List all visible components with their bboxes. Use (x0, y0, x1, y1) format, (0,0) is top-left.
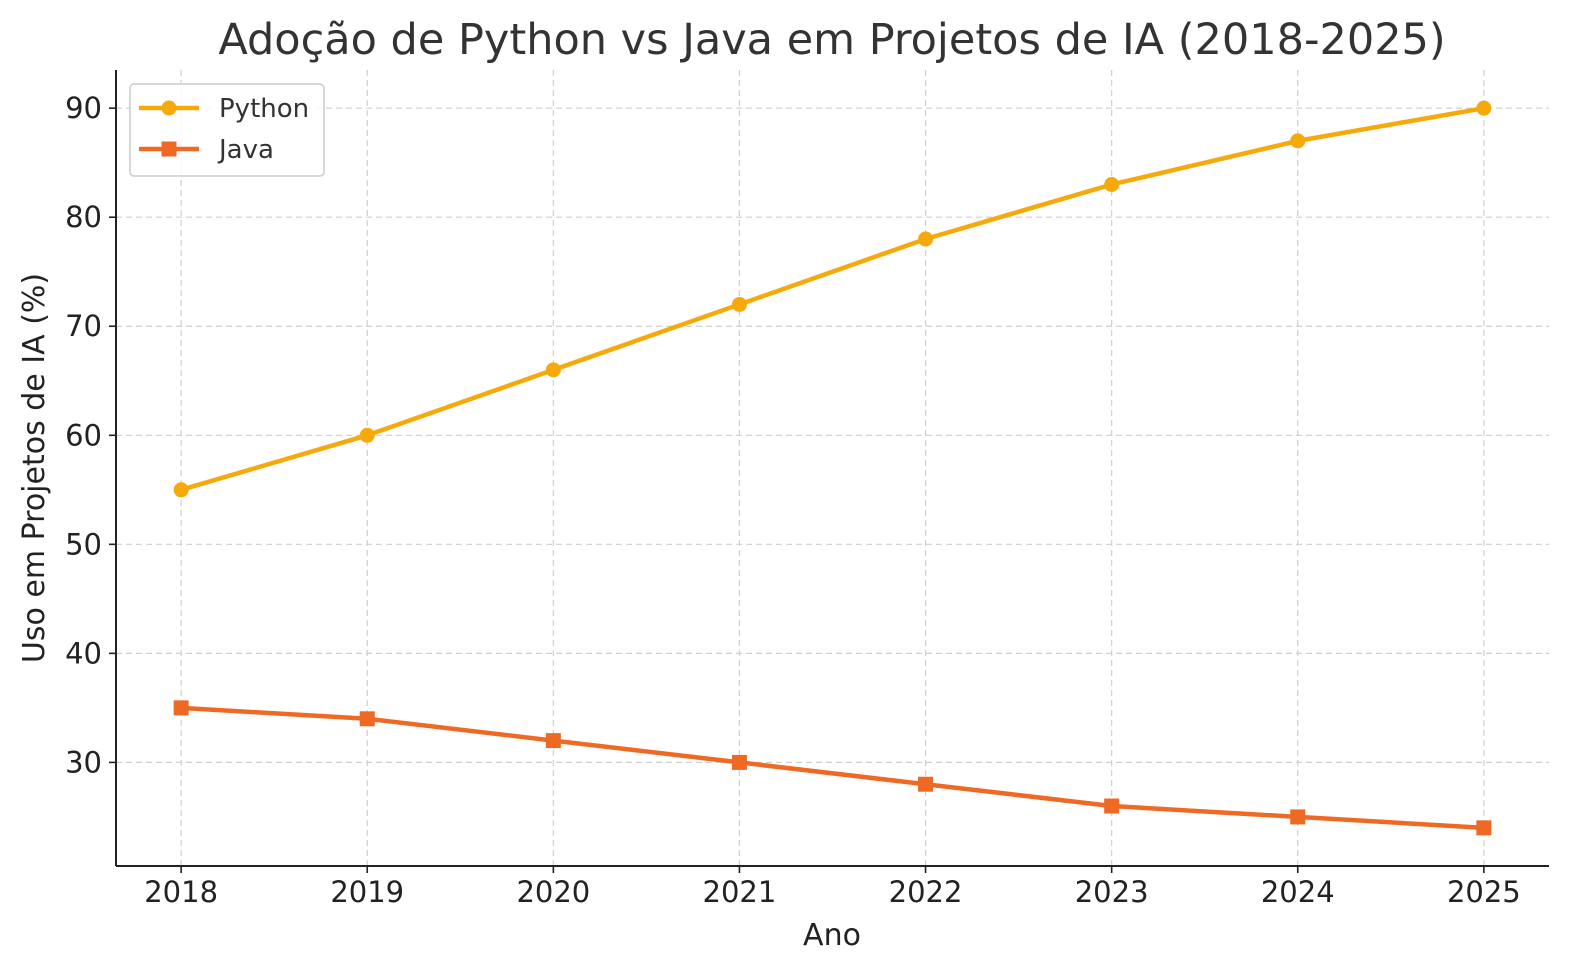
x-tick-label: 2020 (516, 875, 590, 909)
java-point (1476, 820, 1492, 836)
java-point (1104, 798, 1120, 814)
x-tick-label: 2021 (703, 875, 777, 909)
x-axis-label: Ano (803, 918, 861, 953)
x-tick-label: 2024 (1261, 875, 1335, 909)
python-point (359, 427, 375, 443)
x-tick-label: 2022 (889, 875, 963, 909)
tick-labels: 2018 2019 2020 2021 2022 2023 2024 2025 30 40 50 60… (65, 91, 1521, 909)
java-point (359, 711, 375, 727)
python-point (1290, 133, 1306, 149)
x-tick-label: 2019 (330, 875, 404, 909)
series-layer (173, 100, 1492, 836)
y-tick-label: 90 (65, 91, 102, 125)
python-legend-label: Python (219, 94, 309, 124)
python-series-line (178, 105, 1487, 493)
python-point (918, 231, 934, 247)
y-tick-label: 70 (65, 309, 102, 343)
y-tick-label: 40 (65, 636, 102, 670)
chart-title: Adoção de Python vs Java em Projetos de … (218, 15, 1445, 65)
python-point (1104, 176, 1120, 192)
x-tick-label: 2023 (1075, 875, 1149, 909)
grid-lines (116, 70, 1549, 866)
python-legend-marker (161, 100, 177, 116)
python-point (545, 362, 561, 378)
python-point (173, 482, 189, 498)
java-legend-marker (161, 141, 177, 157)
python-point (1476, 100, 1492, 116)
x-tick-label: 2025 (1447, 875, 1521, 909)
x-tick-label: 2018 (144, 875, 218, 909)
y-axis-label: Uso em Projetos de IA (%) (17, 273, 52, 663)
java-point (173, 700, 189, 716)
y-tick-label: 80 (65, 200, 102, 234)
y-tick-label: 30 (65, 745, 102, 779)
java-point (1290, 809, 1306, 825)
y-tick-label: 50 (65, 527, 102, 561)
python-point (731, 296, 747, 312)
java-point (731, 754, 747, 770)
axes (109, 70, 1549, 873)
java-legend-label: Java (217, 135, 274, 165)
java-point (918, 776, 934, 792)
legend: Python Java (129, 83, 325, 177)
y-tick-label: 60 (65, 418, 102, 452)
java-series-line (178, 705, 1487, 831)
java-point (545, 733, 561, 749)
